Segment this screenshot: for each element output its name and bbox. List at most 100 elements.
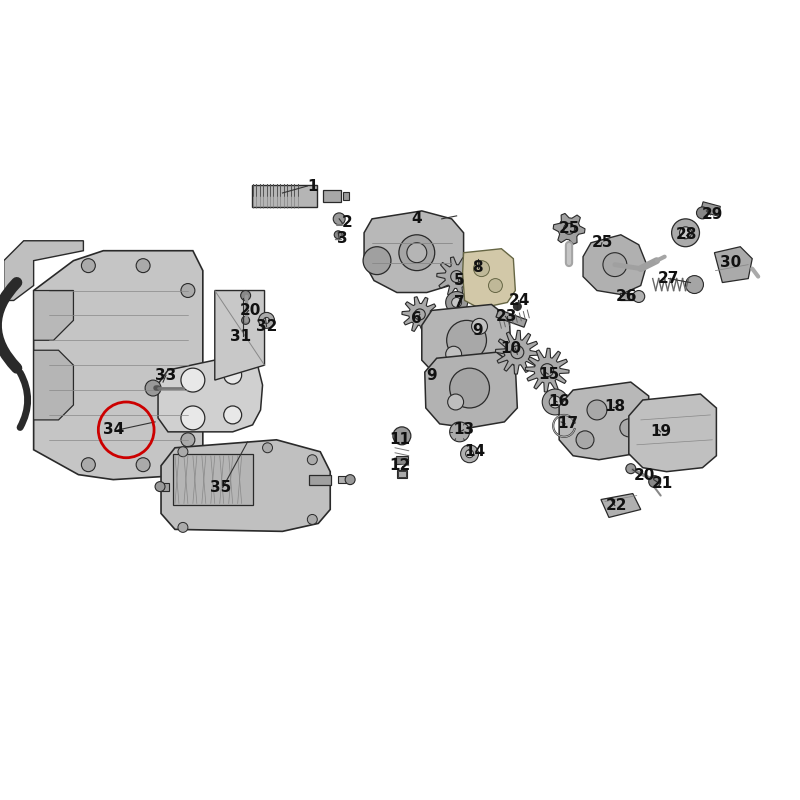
Polygon shape <box>34 290 74 340</box>
Text: 6: 6 <box>411 311 422 326</box>
Circle shape <box>224 406 242 424</box>
Polygon shape <box>629 394 716 472</box>
Bar <box>397 470 407 478</box>
Circle shape <box>679 227 691 238</box>
Circle shape <box>181 406 205 430</box>
Text: 28: 28 <box>676 227 698 242</box>
Bar <box>173 454 253 506</box>
Circle shape <box>576 431 594 449</box>
Circle shape <box>262 442 273 453</box>
Text: 26: 26 <box>616 289 638 304</box>
Text: 9: 9 <box>426 368 437 382</box>
Circle shape <box>334 231 342 238</box>
Bar <box>323 190 341 202</box>
Bar <box>396 456 408 464</box>
Polygon shape <box>437 257 477 296</box>
Circle shape <box>446 320 486 360</box>
Text: 23: 23 <box>496 309 517 324</box>
Text: 20: 20 <box>240 303 262 318</box>
Circle shape <box>450 270 462 282</box>
Polygon shape <box>425 352 518 428</box>
Circle shape <box>181 283 195 298</box>
Circle shape <box>307 454 318 465</box>
Bar <box>496 310 526 327</box>
Circle shape <box>178 446 188 457</box>
Text: 20: 20 <box>634 468 655 483</box>
Circle shape <box>242 316 250 324</box>
Circle shape <box>393 427 411 445</box>
Circle shape <box>697 207 709 219</box>
Circle shape <box>626 464 636 474</box>
Text: 1: 1 <box>307 178 318 194</box>
Polygon shape <box>553 214 585 244</box>
Circle shape <box>82 258 95 273</box>
Text: 5: 5 <box>454 273 465 288</box>
Text: 25: 25 <box>592 235 614 250</box>
Polygon shape <box>559 382 649 460</box>
Polygon shape <box>601 494 641 518</box>
Circle shape <box>511 346 524 358</box>
Text: 35: 35 <box>210 480 231 495</box>
Text: 2: 2 <box>342 215 353 230</box>
Circle shape <box>541 364 554 377</box>
Text: 16: 16 <box>549 394 570 410</box>
Bar <box>338 476 346 483</box>
Polygon shape <box>462 249 515 309</box>
Circle shape <box>620 419 638 437</box>
Text: 15: 15 <box>538 366 560 382</box>
Text: 4: 4 <box>411 211 422 226</box>
Text: 25: 25 <box>558 222 580 236</box>
Circle shape <box>549 396 561 408</box>
Polygon shape <box>161 440 330 531</box>
Circle shape <box>564 223 574 234</box>
Bar <box>701 202 720 216</box>
Text: 9: 9 <box>472 323 483 338</box>
Bar <box>398 470 406 477</box>
Polygon shape <box>495 330 539 374</box>
Text: 11: 11 <box>390 432 410 447</box>
Circle shape <box>363 246 391 274</box>
Polygon shape <box>402 297 438 332</box>
Polygon shape <box>34 350 74 420</box>
Text: 30: 30 <box>720 255 741 270</box>
Circle shape <box>450 422 470 442</box>
Circle shape <box>633 290 645 302</box>
Circle shape <box>82 458 95 472</box>
Circle shape <box>258 313 274 328</box>
Circle shape <box>489 278 502 293</box>
Polygon shape <box>158 355 262 432</box>
Polygon shape <box>34 250 203 480</box>
Circle shape <box>461 445 478 462</box>
Text: 10: 10 <box>501 341 522 356</box>
Circle shape <box>448 394 463 410</box>
Text: 3: 3 <box>337 231 347 246</box>
Text: 21: 21 <box>652 476 674 491</box>
Text: 22: 22 <box>606 498 628 513</box>
Polygon shape <box>364 211 463 293</box>
Circle shape <box>452 298 462 307</box>
Circle shape <box>407 242 426 262</box>
Text: 8: 8 <box>472 260 483 275</box>
Circle shape <box>155 482 165 491</box>
Circle shape <box>263 318 270 323</box>
Text: 18: 18 <box>604 399 626 414</box>
Text: 13: 13 <box>453 422 474 438</box>
Circle shape <box>446 291 467 314</box>
Circle shape <box>224 366 242 384</box>
Text: 31: 31 <box>230 329 251 344</box>
Text: 33: 33 <box>155 368 177 382</box>
Circle shape <box>181 433 195 446</box>
Text: 17: 17 <box>558 416 578 431</box>
Text: 32: 32 <box>256 319 278 334</box>
Polygon shape <box>583 234 646 294</box>
Polygon shape <box>714 246 752 282</box>
Bar <box>343 192 349 200</box>
Text: 24: 24 <box>509 293 530 308</box>
Circle shape <box>649 476 661 487</box>
Polygon shape <box>214 290 265 380</box>
Text: 7: 7 <box>454 295 465 310</box>
Circle shape <box>399 234 434 270</box>
Bar <box>161 482 169 490</box>
Bar <box>620 293 638 301</box>
Text: 12: 12 <box>390 458 410 473</box>
